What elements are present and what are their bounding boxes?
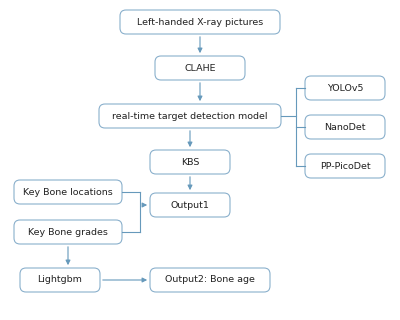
- FancyBboxPatch shape: [305, 76, 385, 100]
- Text: Key Bone locations: Key Bone locations: [23, 188, 113, 196]
- Text: Lightgbm: Lightgbm: [38, 276, 82, 284]
- Text: Left-handed X-ray pictures: Left-handed X-ray pictures: [137, 18, 263, 27]
- Text: Output2: Bone age: Output2: Bone age: [165, 276, 255, 284]
- Text: CLAHE: CLAHE: [184, 63, 216, 73]
- Text: PP-PicoDet: PP-PicoDet: [320, 162, 370, 171]
- Text: YOLOv5: YOLOv5: [327, 84, 363, 92]
- FancyBboxPatch shape: [20, 268, 100, 292]
- FancyBboxPatch shape: [305, 115, 385, 139]
- FancyBboxPatch shape: [150, 193, 230, 217]
- FancyBboxPatch shape: [120, 10, 280, 34]
- FancyBboxPatch shape: [150, 268, 270, 292]
- FancyBboxPatch shape: [14, 180, 122, 204]
- FancyBboxPatch shape: [99, 104, 281, 128]
- FancyBboxPatch shape: [155, 56, 245, 80]
- Text: Key Bone grades: Key Bone grades: [28, 228, 108, 236]
- Text: NanoDet: NanoDet: [324, 123, 366, 132]
- FancyBboxPatch shape: [305, 154, 385, 178]
- Text: KBS: KBS: [181, 157, 199, 166]
- Text: Output1: Output1: [170, 201, 210, 210]
- Text: real-time target detection model: real-time target detection model: [112, 111, 268, 121]
- FancyBboxPatch shape: [14, 220, 122, 244]
- FancyBboxPatch shape: [150, 150, 230, 174]
